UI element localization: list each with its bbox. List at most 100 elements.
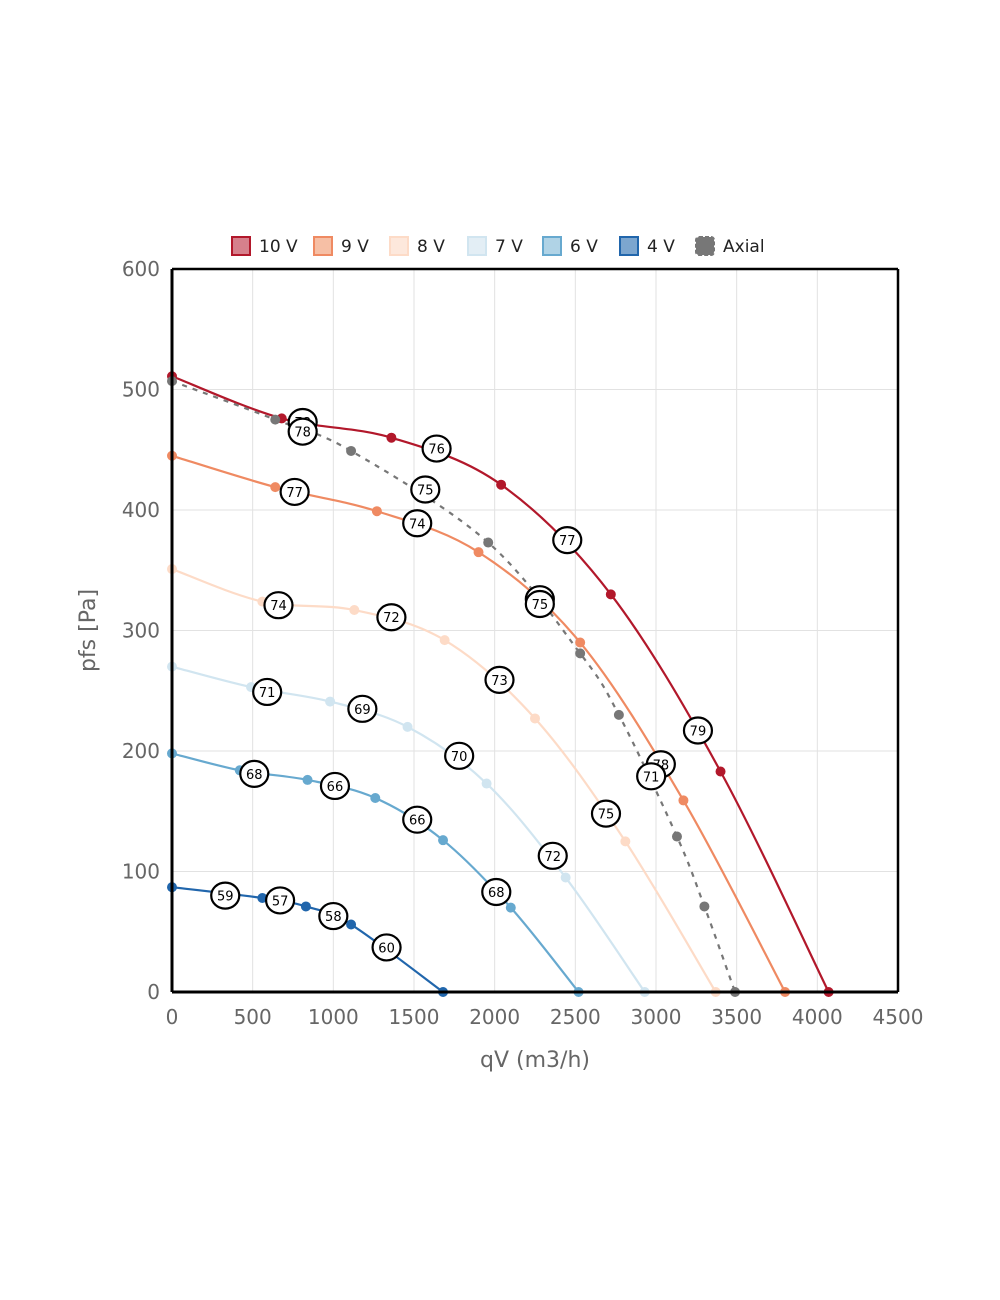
noise-label-bubble xyxy=(210,881,241,910)
noise-label-value: 68 xyxy=(488,886,505,901)
legend-swatch-6v xyxy=(542,236,562,256)
legend-item-6v[interactable]: 6 V xyxy=(542,236,598,257)
noise-label-value: 66 xyxy=(409,814,426,829)
data-point-4v xyxy=(300,901,311,912)
y-tick-label: 300 xyxy=(122,619,160,643)
noise-label-value: 68 xyxy=(246,768,263,783)
x-tick-label: 1500 xyxy=(389,1005,440,1029)
noise-label-value: 72 xyxy=(383,611,400,626)
legend-item-7v[interactable]: 7 V xyxy=(467,236,523,257)
data-point-8v xyxy=(349,605,360,616)
data-point-8v xyxy=(620,836,631,847)
noise-label-bubble xyxy=(444,741,475,770)
noise-label-value: 57 xyxy=(272,894,289,909)
data-point-9v xyxy=(473,547,484,558)
legend-label-8v: 8 V xyxy=(417,237,445,257)
noise-label-value: 71 xyxy=(643,770,660,785)
noise-label-value: 76 xyxy=(428,443,445,458)
legend-label-4v: 4 V xyxy=(647,237,675,257)
y-tick-label: 600 xyxy=(122,257,160,281)
data-point-8v xyxy=(439,635,450,646)
noise-label-7v: 69 xyxy=(347,694,378,723)
x-tick-label: 4000 xyxy=(792,1005,843,1029)
y-axis-title: pfs [Pa] xyxy=(76,589,101,672)
legend-item-axial[interactable]: Axial xyxy=(695,236,765,257)
noise-label-bubble xyxy=(590,799,622,828)
noise-label-value: 66 xyxy=(327,780,344,795)
noise-label-value: 79 xyxy=(690,725,707,740)
noise-label-8v: 72 xyxy=(376,603,407,632)
data-point-10v xyxy=(496,479,507,490)
noise-label-value: 75 xyxy=(417,484,434,499)
noise-label-4v: 57 xyxy=(264,886,296,915)
noise-label-bubble xyxy=(682,716,714,745)
legend[interactable]: 10 V 9 V 8 V 7 V 6 V 4 V Axial xyxy=(231,236,765,257)
data-point-6v xyxy=(302,774,313,785)
noise-label-bubble xyxy=(252,677,283,707)
noise-label-value: 70 xyxy=(451,750,468,765)
noise-label-bubble xyxy=(410,475,441,504)
legend-label-6v: 6 V xyxy=(570,237,598,257)
y-tick-label: 100 xyxy=(122,860,160,884)
legend-item-9v[interactable]: 9 V xyxy=(313,236,369,257)
noise-label-axial: 75 xyxy=(524,589,555,619)
noise-label-bubble xyxy=(484,665,515,695)
noise-label-bubble xyxy=(279,477,310,507)
noise-label-bubble xyxy=(402,805,433,834)
noise-label-8v: 73 xyxy=(484,665,515,695)
legend-swatch-4v xyxy=(619,236,639,256)
noise-label-bubble xyxy=(552,526,583,555)
x-axis-title: qV (m3/h) xyxy=(480,1048,590,1073)
noise-label-value: 73 xyxy=(491,674,508,689)
grid xyxy=(171,268,899,993)
noise-level-labels: 7876777977747578747273757169707268666668… xyxy=(210,407,714,962)
legend-label-axial: Axial xyxy=(723,237,765,257)
noise-label-8v: 75 xyxy=(590,799,622,828)
noise-label-4v: 60 xyxy=(371,933,402,962)
noise-label-6v: 68 xyxy=(481,877,512,907)
legend-swatch-9v xyxy=(313,236,333,256)
data-point-axial xyxy=(346,445,357,456)
x-tick-label: 3000 xyxy=(631,1005,682,1029)
data-point-7v xyxy=(560,872,571,883)
data-point-6v xyxy=(438,835,449,846)
data-point-axial xyxy=(613,709,624,720)
noise-label-axial: 78 xyxy=(287,417,318,446)
noise-label-bubble xyxy=(347,694,378,723)
noise-label-bubble xyxy=(481,877,512,907)
data-point-6v xyxy=(370,792,381,803)
noise-label-value: 60 xyxy=(378,941,395,956)
noise-label-10v: 77 xyxy=(552,526,583,555)
data-point-9v xyxy=(270,482,281,493)
noise-label-bubble xyxy=(318,901,349,931)
noise-label-bubble xyxy=(421,434,452,463)
noise-label-bubble xyxy=(636,762,667,791)
data-point-axial xyxy=(699,901,710,912)
noise-label-axial: 71 xyxy=(636,762,667,791)
legend-item-4v[interactable]: 4 V xyxy=(619,236,675,257)
noise-label-4v: 59 xyxy=(210,881,241,910)
noise-label-value: 78 xyxy=(294,426,311,441)
data-point-4v xyxy=(346,919,357,930)
data-point-9v xyxy=(678,795,689,806)
data-point-7v xyxy=(481,778,492,789)
noise-label-bubble xyxy=(537,841,568,870)
noise-label-6v: 66 xyxy=(319,771,351,801)
noise-label-value: 75 xyxy=(598,808,615,823)
legend-item-8v[interactable]: 8 V xyxy=(389,236,445,257)
data-point-7v xyxy=(325,696,336,707)
data-point-6v xyxy=(505,902,516,913)
noise-label-bubble xyxy=(376,603,407,632)
noise-label-9v: 77 xyxy=(279,477,310,507)
y-tick-label: 400 xyxy=(122,498,160,522)
noise-label-bubble xyxy=(263,591,294,620)
y-tick-label: 200 xyxy=(122,739,160,763)
legend-label-10v: 10 V xyxy=(259,237,298,257)
data-point-9v xyxy=(575,637,586,648)
noise-label-7v: 72 xyxy=(537,841,568,870)
data-point-7v xyxy=(402,721,413,732)
axes: 0 500 1000 1500 2000 2500 3000 3500 4000 4500 0 100… xyxy=(122,257,924,1029)
legend-item-10v[interactable]: 10 V xyxy=(231,236,298,257)
noise-label-value: 75 xyxy=(532,598,549,613)
